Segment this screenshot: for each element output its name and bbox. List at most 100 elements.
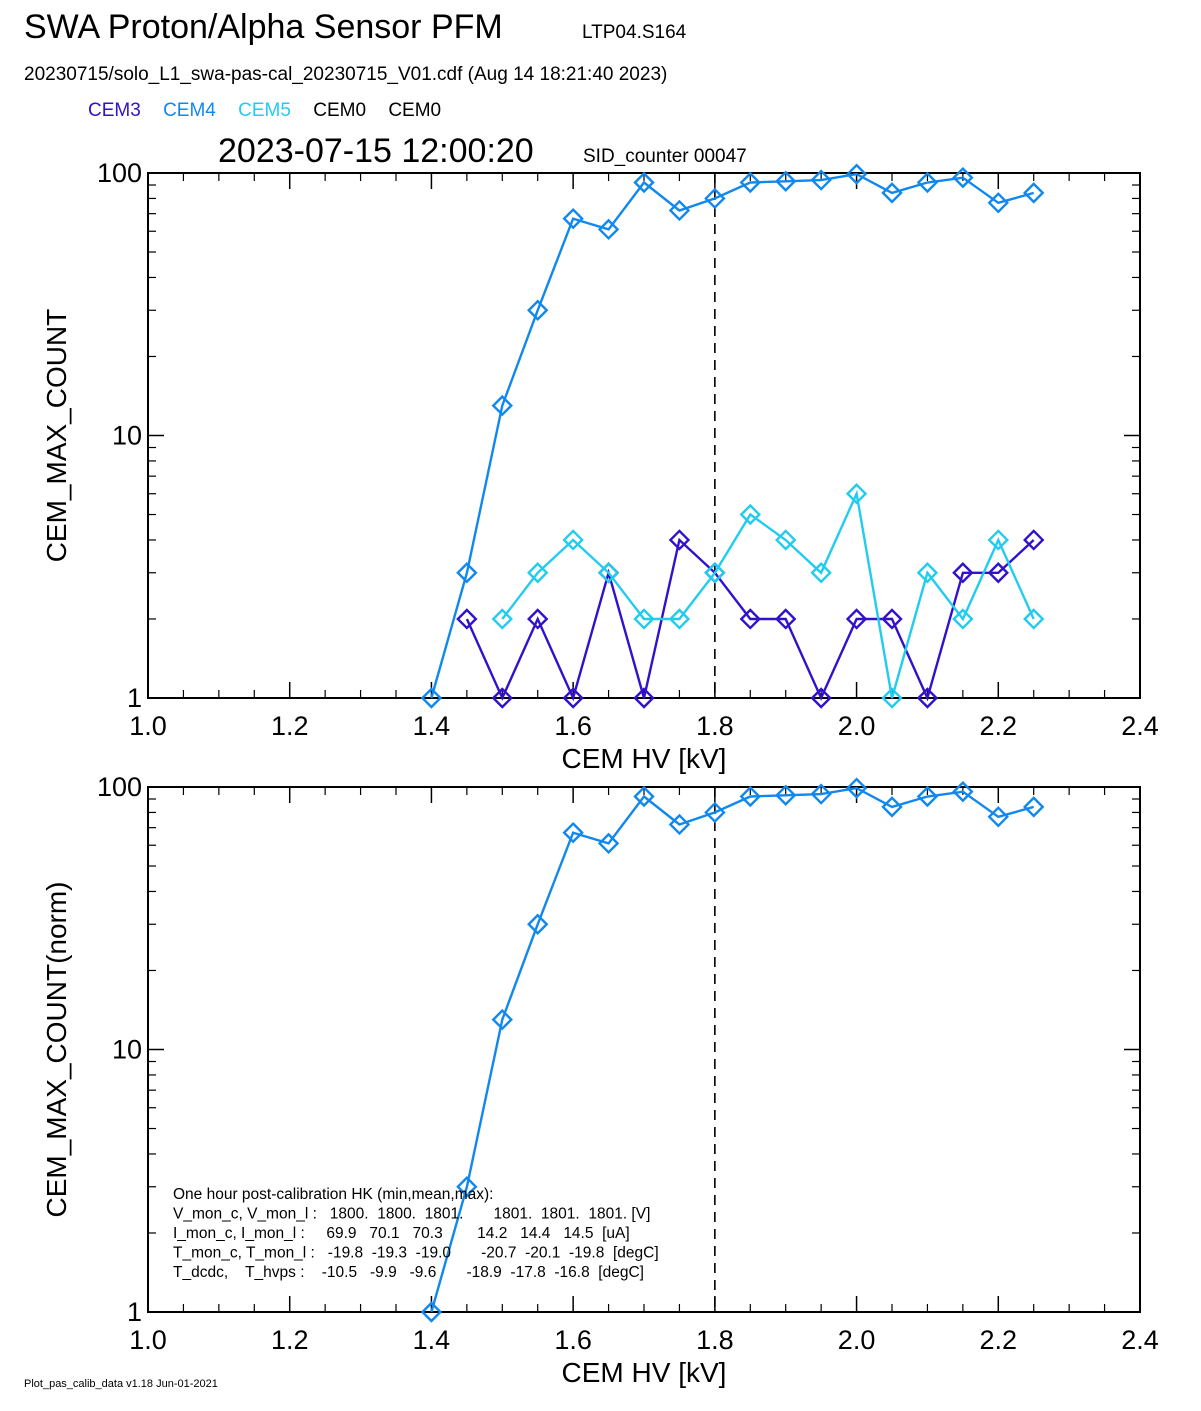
data-point-cem4 <box>704 187 726 210</box>
x-tick-label: 1.0 <box>129 1325 167 1355</box>
footer-version: Plot_pas_calib_data v1.18 Jun-01-2021 <box>24 1378 218 1390</box>
x-tick-label: 1.6 <box>554 1325 592 1355</box>
x-tick-label: 2.4 <box>1121 1325 1159 1355</box>
data-point-cem4 <box>562 207 584 230</box>
data-point-cem4 <box>739 785 761 808</box>
x-tick-label: 1.8 <box>696 711 734 741</box>
sensor-id: LTP04.S164 <box>582 22 687 43</box>
data-point-cem3 <box>1023 529 1045 551</box>
hk-annotation-line: One hour post-calibration HK (min,mean,m… <box>173 1186 493 1203</box>
data-point-cem5 <box>1023 608 1045 630</box>
x-tick-label: 1.0 <box>129 711 167 741</box>
data-point-cem4 <box>633 171 655 194</box>
data-point-cem3 <box>668 529 691 551</box>
y-tick-label: 10 <box>112 1035 142 1065</box>
data-point-cem4 <box>633 785 655 808</box>
data-point-cem3 <box>845 608 868 630</box>
data-point-cem5 <box>527 562 549 584</box>
legend-item-cem4: CEM4 <box>163 100 216 121</box>
data-point-cem5 <box>562 529 584 551</box>
data-point-cem4 <box>952 780 974 803</box>
y-tick-label: 10 <box>112 421 142 451</box>
chart-2: 1.0 1.2 1.4 1.6 1.8 2.0 2.2 2.4 1 10 100 CEM HV [kV… <box>41 772 1159 1388</box>
data-point-cem5 <box>810 562 832 584</box>
hk-annotation-line: V_mon_c, V_mon_l : 1800. 1800. 1801. 180… <box>173 1206 650 1223</box>
data-point-cem4 <box>491 1008 513 1031</box>
data-point-cem4 <box>845 163 868 185</box>
data-point-cem4 <box>810 169 832 191</box>
data-point-cem4 <box>491 394 513 417</box>
data-point-cem3 <box>810 687 832 709</box>
data-point-cem4 <box>952 166 974 189</box>
legend: CEM3 CEM4 CEM5 CEM0 CEM0 <box>88 100 458 122</box>
sid-counter: SID_counter 00047 <box>583 146 747 167</box>
data-point-cem3 <box>881 608 903 630</box>
data-point-cem3 <box>491 687 513 709</box>
data-point-cem4 <box>845 777 868 799</box>
y-tick-label: 1 <box>127 1297 142 1327</box>
y-tick-label: 100 <box>97 158 142 188</box>
y-axis-label: CEM_MAX_COUNT <box>41 309 72 563</box>
data-point-cem5 <box>881 687 903 709</box>
data-point-cem4 <box>810 783 832 805</box>
data-point-cem4 <box>668 199 691 222</box>
hk-annotation-line: T_mon_c, T_mon_l : -19.8 -19.3 -19.0 -20… <box>173 1245 659 1262</box>
series-line-cem5 <box>501 489 1035 699</box>
timestamp: 2023-07-15 12:00:20 <box>218 132 534 170</box>
x-tick-label: 1.8 <box>696 1325 734 1355</box>
x-axis-label: CEM HV [kV] <box>562 1357 727 1388</box>
x-tick-label: 1.6 <box>554 711 592 741</box>
data-point-cem4 <box>456 1176 478 1198</box>
data-point-cem4 <box>1023 182 1045 204</box>
series-line-cem3 <box>465 537 1035 702</box>
data-point-cem3 <box>952 562 974 584</box>
data-point-cem3 <box>987 562 1009 584</box>
data-point-cem3 <box>916 687 939 709</box>
data-point-cem4 <box>881 796 903 818</box>
data-point-cem4 <box>916 785 939 808</box>
data-point-cem4 <box>1023 796 1045 818</box>
series-line-cem4 <box>430 786 1035 1313</box>
data-point-cem5 <box>704 562 726 584</box>
page-title: SWA Proton/Alpha Sensor PFM <box>24 8 503 46</box>
file-info: 20230715/solo_L1_swa-pas-cal_20230715_V0… <box>24 64 668 85</box>
data-point-cem5 <box>845 483 868 505</box>
x-tick-label: 1.4 <box>413 711 451 741</box>
x-tick-label: 2.0 <box>838 1325 876 1355</box>
data-point-cem4 <box>775 784 797 806</box>
data-point-cem3 <box>633 687 655 709</box>
data-point-cem3 <box>527 608 549 630</box>
x-tick-label: 1.4 <box>413 1325 451 1355</box>
data-point-cem5 <box>952 608 974 630</box>
legend-item-cem0-b: CEM0 <box>388 100 442 121</box>
data-point-cem4 <box>739 171 761 194</box>
data-point-cem4 <box>881 182 903 204</box>
data-point-cem4 <box>597 832 620 855</box>
hk-annotation-line: I_mon_c, I_mon_l : 69.9 70.1 70.3 14.2 1… <box>173 1225 630 1242</box>
data-point-cem4 <box>420 1301 443 1323</box>
legend-item-cem5: CEM5 <box>238 100 291 121</box>
x-tick-label: 2.2 <box>980 1325 1018 1355</box>
data-point-cem3 <box>775 608 797 630</box>
data-point-cem5 <box>916 562 939 584</box>
data-point-cem4 <box>916 171 939 194</box>
data-point-cem4 <box>420 687 443 709</box>
data-point-cem5 <box>597 562 620 584</box>
y-axis-label: CEM_MAX_COUNT(norm) <box>41 881 72 1217</box>
legend-item-cem0-a: CEM0 <box>313 100 367 121</box>
x-tick-label: 1.2 <box>271 711 309 741</box>
x-tick-label: 2.4 <box>1121 711 1159 741</box>
data-point-cem3 <box>562 687 584 709</box>
data-point-cem4 <box>597 218 620 241</box>
legend-item-cem3: CEM3 <box>88 100 141 121</box>
data-point-cem5 <box>987 529 1009 551</box>
x-axis-label: CEM HV [kV] <box>562 743 727 774</box>
x-tick-label: 2.0 <box>838 711 876 741</box>
data-point-cem5 <box>633 608 655 630</box>
x-tick-label: 2.2 <box>980 711 1018 741</box>
y-tick-label: 1 <box>127 683 142 713</box>
data-point-cem4 <box>527 299 549 321</box>
data-point-cem4 <box>987 806 1009 828</box>
data-point-cem4 <box>562 821 584 844</box>
